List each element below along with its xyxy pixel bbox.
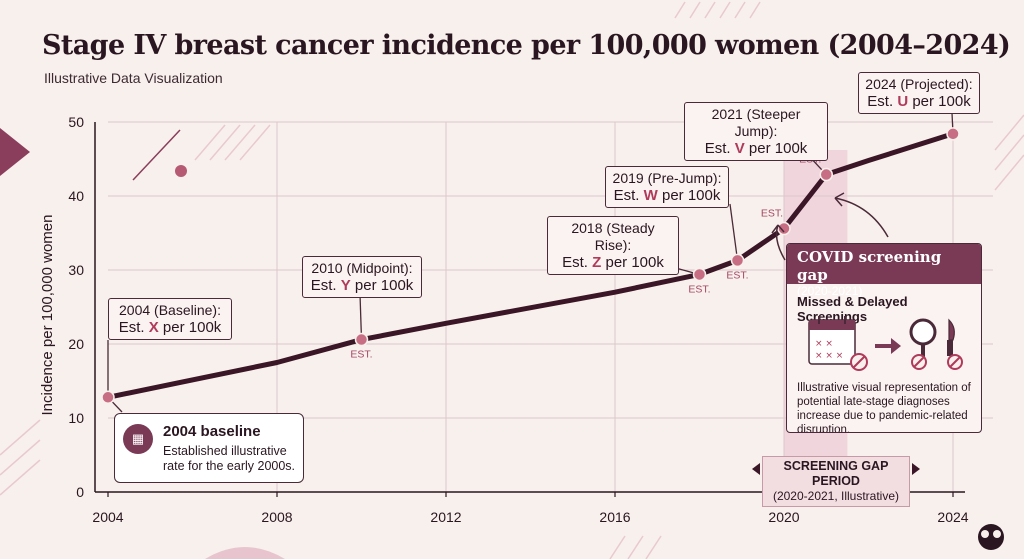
est-labels: EST.EST.EST.EST.EST.: [350, 154, 821, 361]
y-axis-label: Incidence per 100,000 women: [39, 215, 56, 416]
covid-box: COVID screening gap (2020-2021) Missed &…: [786, 243, 982, 433]
x-tick-label: 2020: [768, 509, 799, 525]
covid-title: COVID screening gap: [797, 248, 942, 284]
arrow-icon: [771, 192, 889, 261]
markers: [101, 127, 960, 405]
y-tick-label: 40: [68, 188, 84, 204]
data-point: [692, 267, 707, 282]
decorative-dot: [175, 165, 187, 177]
y-tick-label: 50: [68, 114, 84, 130]
no-entry-icon: [850, 353, 868, 371]
data-point: [354, 332, 369, 347]
page-title: Stage IV breast cancer incidence per 100…: [42, 30, 1011, 61]
x-tick-label: 2004: [92, 509, 123, 525]
covid-years: (2020-2021): [797, 284, 863, 298]
callout-value: Est. Z per 100k: [562, 254, 664, 271]
svg-text:× × ×: × × ×: [815, 351, 843, 361]
decorative-stroke: [132, 129, 181, 181]
callout-2010: 2010 (Midpoint): Est. Y per 100k: [302, 256, 422, 298]
callout-title: 2010 (Midpoint):: [311, 260, 413, 276]
callout-value: Est. U per 100k: [867, 93, 971, 110]
decorative-blob: [205, 547, 285, 559]
data-point: [101, 390, 115, 405]
callout-value: Est. X per 100k: [118, 319, 222, 336]
y-tick-label: 10: [68, 410, 84, 426]
leader-line: [729, 203, 739, 261]
callout-2019: 2019 (Pre-Jump): Est. W per 100k: [605, 166, 729, 208]
callout-value: Est. Y per 100k: [310, 277, 414, 294]
arrow-right-icon: [875, 338, 901, 354]
baseline-chart-icon: ▦: [123, 424, 153, 454]
baseline-box: ▦ 2004 baseline Established illustrative…: [114, 413, 304, 483]
est-label: EST.: [726, 269, 748, 281]
screening-gap-label: SCREENING GAP PERIOD (2020-2021, Illustr…: [762, 456, 910, 507]
callout-2004: 2004 (Baseline): Est. X per 100k: [108, 298, 232, 340]
gap-left-arrow-icon: [752, 463, 760, 475]
callout-2024: 2024 (Projected): Est. U per 100k: [858, 72, 980, 114]
callout-2018: 2018 (Steady Rise): Est. Z per 100k: [547, 216, 679, 275]
svg-text:× ×: × ×: [815, 339, 833, 349]
gap-label-title: SCREENING GAP PERIOD: [783, 459, 889, 488]
callout-2021: 2021 (Steeper Jump): Est. V per 100k: [684, 102, 828, 161]
data-point: [946, 127, 960, 141]
data-point: [730, 253, 745, 268]
leader-line: [359, 293, 363, 340]
callout-title: 2024 (Projected):: [865, 76, 973, 92]
covid-description: Illustrative visual representation of po…: [797, 382, 971, 433]
y-tick-label: 0: [76, 484, 84, 500]
gap-right-arrow-icon: [912, 463, 920, 475]
x-tick-label: 2016: [599, 509, 630, 525]
tool-icon: [947, 318, 963, 370]
y-tick-label: 20: [68, 336, 84, 352]
callout-value: Est. V per 100k: [704, 140, 808, 157]
calendar-icon: × × × × ×: [808, 316, 856, 365]
covid-header: COVID screening gap (2020-2021): [787, 244, 981, 298]
x-tick-label: 2024: [937, 509, 968, 525]
covid-icons: × × × × ×: [808, 316, 963, 371]
x-tick-label: 2012: [430, 509, 461, 525]
est-label: EST.: [350, 349, 372, 361]
y-tick-label: 30: [68, 262, 84, 278]
decorative-triangle: [0, 128, 30, 176]
page-subtitle: Illustrative Data Visualization: [44, 70, 223, 86]
est-label: EST.: [761, 208, 783, 220]
callout-title: 2004 (Baseline):: [119, 302, 221, 318]
est-label: EST.: [688, 283, 710, 295]
x-tick-label: 2008: [261, 509, 292, 525]
magnifier-icon: [909, 318, 937, 370]
baseline-title: 2004 baseline: [163, 423, 261, 440]
callout-title: 2021 (Steeper Jump):: [711, 106, 801, 139]
data-point: [777, 221, 791, 236]
callout-value: Est. W per 100k: [613, 187, 721, 204]
data-point: [819, 167, 833, 182]
callout-title: 2018 (Steady Rise):: [571, 220, 655, 253]
logo-icon: [978, 524, 1004, 550]
gap-label-subtitle: (2020-2021, Illustrative): [772, 489, 900, 503]
tick-labels: 0 10 20 30 40 50 2004 2008 2012 2016 2020 2024: [68, 114, 968, 525]
callout-title: 2019 (Pre-Jump):: [612, 170, 722, 186]
baseline-description: Established illustrative rate for the ea…: [163, 444, 296, 473]
